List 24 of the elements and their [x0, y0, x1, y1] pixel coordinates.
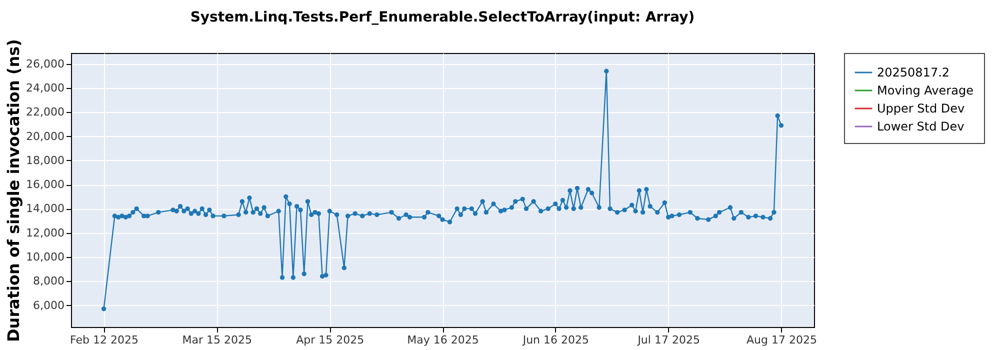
y-tick-label: 18,000: [26, 154, 64, 167]
y-tick-label: 10,000: [26, 250, 64, 264]
x-tick-label: Jul 17 2025: [636, 334, 700, 346]
y-tick-label: 16,000: [26, 178, 64, 192]
x-tick-label: Mar 15 2025: [182, 334, 252, 346]
y-tick-label: 12,000: [26, 226, 64, 240]
y-tick-label: 22,000: [26, 106, 64, 119]
x-tick-label: Aug 17 2025: [746, 334, 817, 346]
chart-title: System.Linq.Tests.Perf_Enumerable.SelectToArray(input: Array): [190, 10, 695, 26]
y-tick-label: 14,000: [26, 202, 64, 216]
x-tick-label: Apr 15 2025: [296, 334, 364, 346]
y-tick-label: 24,000: [26, 82, 64, 95]
y-tick-label: 6,000: [33, 298, 64, 312]
x-tick-label: Jun 16 2025: [522, 334, 589, 346]
y-tick-label: 26,000: [26, 57, 64, 70]
legend-label: Lower Std Dev: [877, 120, 964, 134]
legend-label: Moving Average: [877, 84, 974, 98]
x-tick-label: Feb 12 2025: [70, 334, 139, 346]
y-tick-label: 20,000: [26, 130, 64, 143]
y-axis-title: Duration of single invocation (ns): [4, 39, 24, 342]
legend-label: Upper Std Dev: [877, 102, 965, 116]
x-tick-label: May 16 2025: [407, 334, 479, 346]
y-tick-label: 8,000: [33, 274, 64, 288]
legend-label: 20250817.2: [877, 66, 950, 80]
